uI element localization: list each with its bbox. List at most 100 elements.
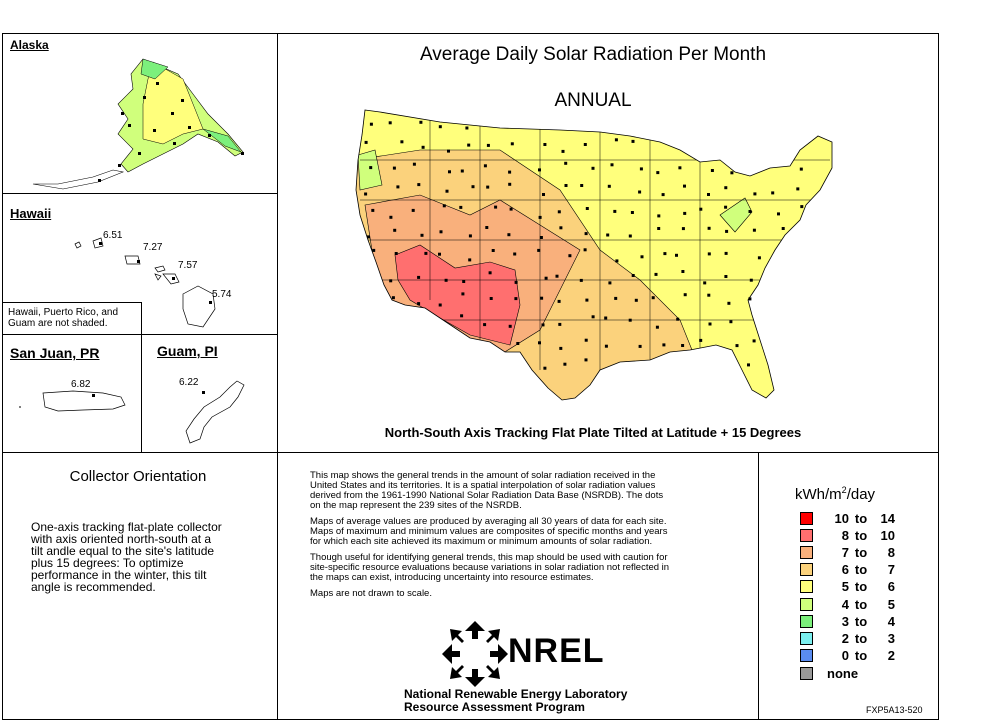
legend-swatch — [800, 545, 813, 559]
main-map-panel: Average Daily Solar Radiation Per Month … — [277, 33, 939, 453]
map-title: Average Daily Solar Radiation Per Month — [419, 44, 767, 65]
collector-text: One-axis tracking flat-plate collector w… — [31, 521, 222, 593]
legend-item: 10 to 14 — [800, 510, 895, 526]
san-juan-inset: San Juan, PR 6.82 — [2, 334, 142, 453]
legend-swatch — [800, 597, 813, 611]
legend-to: to — [854, 596, 868, 612]
desc-p2-l2: Maps of maximum and minimum values are c… — [310, 526, 668, 537]
legend-to: to — [854, 613, 868, 629]
legend-low: 2 — [841, 630, 849, 646]
desc-p2-l1: Maps of average values are produced by a… — [310, 516, 667, 527]
legend-high: 5 — [887, 596, 895, 612]
collector-line-4: plus 15 degrees: To optimize — [31, 556, 184, 570]
guam-value: 6.22 — [179, 377, 199, 388]
legend-to: to — [854, 527, 868, 543]
legend-high: 10 — [880, 527, 895, 543]
hawaii-label: Hawaii — [10, 206, 52, 221]
collector-orientation-panel: Collector Orientation One-axis tracking … — [2, 452, 278, 720]
legend-low: 0 — [841, 648, 849, 664]
legend-swatch — [800, 631, 813, 645]
legend-swatch — [800, 580, 813, 594]
legend-to: to — [854, 648, 868, 664]
hawaii-inset: Hawaii 6.51 7.27 7.57 5.74 Hawaii, Puert… — [2, 193, 278, 335]
legend-high: 7 — [887, 562, 895, 578]
hawaii-value-3: 7.57 — [178, 260, 198, 271]
nrel-logo-text: NREL — [508, 632, 605, 670]
hawaii-map — [74, 237, 216, 328]
legend-low: 6 — [841, 562, 849, 578]
nrel-logo-icon — [442, 621, 508, 687]
hawaii-value-1: 6.51 — [103, 230, 123, 241]
legend-unit-sup: 2 — [841, 485, 847, 495]
legend-high: 4 — [887, 613, 895, 629]
desc-p1-l4: on the map represent the 239 sites of th… — [310, 500, 522, 511]
legend-low: 10 — [834, 510, 849, 526]
legend-item: 7 to 8 — [800, 544, 895, 560]
legend-none: none — [800, 665, 858, 681]
legend-to: to — [854, 544, 868, 560]
legend-low: 8 — [841, 527, 849, 543]
legend-item: 3 to 4 — [800, 613, 895, 629]
hawaii-value-4: 5.74 — [212, 289, 232, 300]
legend-low: 5 — [841, 579, 849, 595]
legend-item: 2 to 3 — [800, 630, 895, 646]
alaska-map — [32, 58, 244, 190]
legend-item: 8 to 10 — [800, 527, 895, 543]
legend-none-swatch — [800, 666, 813, 680]
collector-heading: Collector Orientation — [69, 468, 207, 485]
legend-swatch — [800, 649, 813, 663]
hawaii-note-line-1: Hawaii, Puerto Rico, and — [8, 307, 119, 318]
legend-to: to — [854, 579, 868, 595]
desc-p4-l1: Maps are not drawn to scale. — [310, 588, 432, 599]
san-juan-label: San Juan, PR — [10, 345, 100, 361]
nrel-org-line-1: National Renewable Energy Laboratory — [404, 687, 628, 701]
legend-swatch — [800, 528, 813, 542]
desc-p1-l3: derived from the 1961-1990 National Sola… — [310, 490, 664, 501]
map-subtitle: North-South Axis Tracking Flat Plate Til… — [384, 425, 802, 440]
legend-unit-suffix: /day — [846, 486, 876, 503]
collector-line-5: performance in the winter, this tilt — [31, 568, 207, 582]
figure-code: FXP5A13-520 — [866, 705, 923, 715]
legend-low: 3 — [841, 613, 849, 629]
legend-high: 3 — [887, 630, 895, 646]
collector-line-6: angle is recommended. — [31, 580, 156, 594]
desc-p1-l2: United States and its territories. It is… — [310, 480, 656, 491]
legend-none-label: none — [827, 665, 859, 681]
hawaii-note: Hawaii, Puerto Rico, and Guam are not sh… — [3, 302, 142, 335]
collector-line-2: with axis oriented north-south at a — [31, 532, 212, 546]
desc-p3-l3: the maps can exist, introducing uncertai… — [310, 572, 594, 583]
legend-item: 4 to 5 — [800, 596, 895, 612]
guam-map — [185, 380, 245, 444]
legend-to: to — [854, 510, 868, 526]
guam-label: Guam, PI — [157, 343, 218, 359]
description-text: This map shows the general trends in the… — [310, 471, 669, 599]
hawaii-value-2: 7.27 — [143, 242, 163, 253]
legend-item: 6 to 7 — [800, 562, 895, 578]
legend-to: to — [854, 562, 868, 578]
alaska-label: Alaska — [10, 38, 49, 52]
collector-line-1: One-axis tracking flat-plate collector — [31, 520, 222, 534]
legend-item: 5 to 6 — [800, 579, 895, 595]
san-juan-value: 6.82 — [71, 379, 91, 390]
legend-low: 4 — [841, 596, 849, 612]
legend-swatch — [800, 511, 813, 525]
description-panel: This map shows the general trends in the… — [277, 452, 759, 720]
collector-line-3: tilt andle equal to the site's latitude — [31, 544, 215, 558]
legend-high: 8 — [887, 544, 895, 560]
desc-p3-l2: site-specific resource evaluations becau… — [310, 562, 670, 573]
san-juan-map — [19, 390, 126, 412]
legend-high: 2 — [887, 648, 895, 664]
map-period: ANNUAL — [554, 90, 632, 111]
legend-high: 6 — [887, 579, 895, 595]
legend-unit-prefix: kWh/m — [795, 486, 842, 503]
legend-panel — [758, 452, 939, 720]
desc-p1-l1: This map shows the general trends in the… — [310, 470, 656, 481]
legend-swatch — [800, 563, 813, 577]
legend-low: 7 — [841, 544, 849, 560]
desc-p2-l3: for which each site achieved its maximum… — [310, 536, 653, 547]
alaska-inset: Alaska — [2, 33, 278, 194]
nrel-org-line-2: Resource Assessment Program — [404, 700, 585, 714]
hawaii-note-line-2: Guam are not shaded. — [8, 318, 108, 329]
legend-item: 0 to 2 — [800, 648, 895, 664]
legend-unit: kWh/m2/day — [795, 485, 875, 503]
